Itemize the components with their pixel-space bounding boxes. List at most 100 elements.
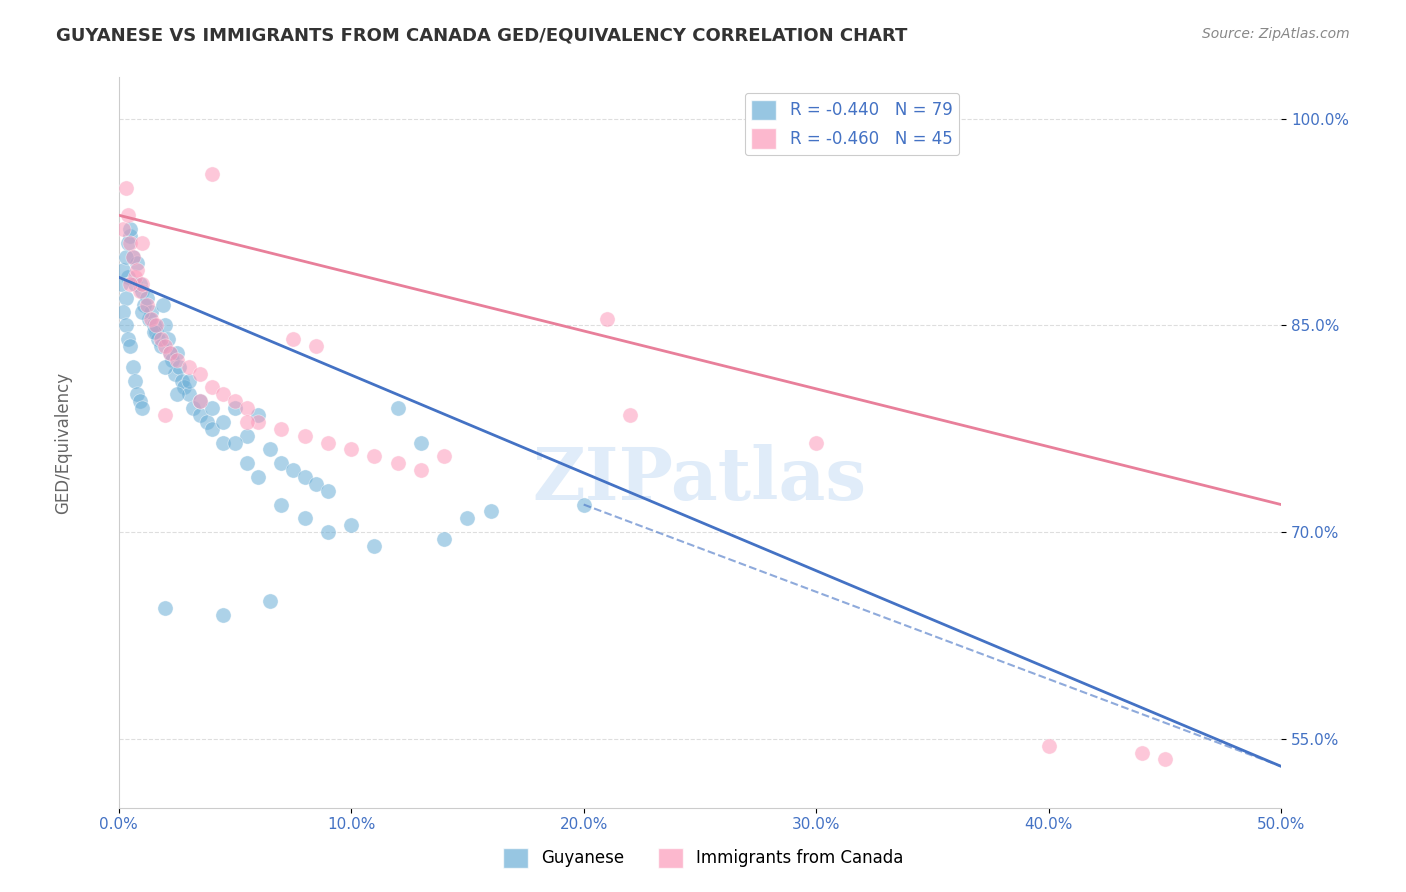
Point xyxy=(155,359,177,374)
Point xyxy=(188,394,211,409)
Point xyxy=(181,401,204,416)
Point xyxy=(112,304,135,318)
Point xyxy=(166,346,188,360)
Point xyxy=(170,374,193,388)
Point xyxy=(224,435,246,450)
Point xyxy=(281,463,304,477)
Point xyxy=(270,456,292,470)
Point xyxy=(114,180,136,194)
Point xyxy=(160,352,183,367)
Point xyxy=(145,318,167,333)
Point xyxy=(1153,752,1175,766)
Point xyxy=(270,422,292,436)
Point xyxy=(124,270,146,285)
Point xyxy=(305,339,328,353)
Point xyxy=(117,235,139,250)
Point xyxy=(148,332,170,346)
Point xyxy=(121,250,143,264)
Point xyxy=(340,442,363,457)
Point xyxy=(456,511,478,525)
Point xyxy=(294,428,316,442)
Point xyxy=(117,332,139,346)
Point xyxy=(212,435,235,450)
Point xyxy=(128,284,150,298)
Point xyxy=(128,394,150,409)
Point xyxy=(305,476,328,491)
Y-axis label: GED/Equivalency: GED/Equivalency xyxy=(55,371,72,514)
Point xyxy=(224,401,246,416)
Point xyxy=(155,339,177,353)
Point xyxy=(340,518,363,533)
Point xyxy=(201,167,224,181)
Point xyxy=(201,422,224,436)
Point xyxy=(131,304,153,318)
Point xyxy=(142,326,165,340)
Legend: Guyanese, Immigrants from Canada: Guyanese, Immigrants from Canada xyxy=(496,841,910,875)
Point xyxy=(145,326,167,340)
Point xyxy=(131,235,153,250)
Point xyxy=(294,470,316,484)
Point xyxy=(134,298,156,312)
Point xyxy=(155,600,177,615)
Point xyxy=(596,311,619,326)
Point xyxy=(247,470,270,484)
Point xyxy=(212,607,235,622)
Point xyxy=(259,594,281,608)
Point xyxy=(804,435,827,450)
Point xyxy=(572,498,595,512)
Point xyxy=(188,367,211,381)
Point xyxy=(201,401,224,416)
Text: ZIPatlas: ZIPatlas xyxy=(533,443,868,515)
Point xyxy=(188,408,211,422)
Point xyxy=(166,352,188,367)
Point xyxy=(177,387,200,401)
Point xyxy=(117,208,139,222)
Point xyxy=(177,374,200,388)
Point xyxy=(159,346,181,360)
Point xyxy=(124,277,146,292)
Point xyxy=(409,435,432,450)
Point xyxy=(159,346,181,360)
Point xyxy=(294,511,316,525)
Point xyxy=(121,359,143,374)
Point xyxy=(120,339,142,353)
Point xyxy=(188,394,211,409)
Point xyxy=(235,401,257,416)
Point xyxy=(127,387,149,401)
Point xyxy=(259,442,281,457)
Point xyxy=(433,532,456,546)
Point xyxy=(138,311,160,326)
Point xyxy=(177,359,200,374)
Point xyxy=(387,456,409,470)
Point xyxy=(141,304,163,318)
Point xyxy=(619,408,641,422)
Point xyxy=(131,401,153,416)
Point xyxy=(201,380,224,394)
Point xyxy=(121,250,143,264)
Point xyxy=(128,277,150,292)
Point xyxy=(131,284,153,298)
Point xyxy=(120,277,142,292)
Point xyxy=(112,263,135,277)
Point xyxy=(363,450,385,464)
Point xyxy=(141,311,163,326)
Point xyxy=(114,318,136,333)
Point xyxy=(155,408,177,422)
Point xyxy=(135,298,157,312)
Point xyxy=(247,408,270,422)
Point xyxy=(247,415,270,429)
Point xyxy=(281,332,304,346)
Legend: R = -0.440   N = 79, R = -0.460   N = 45: R = -0.440 N = 79, R = -0.460 N = 45 xyxy=(745,93,959,155)
Point xyxy=(120,235,142,250)
Point xyxy=(212,415,235,429)
Point xyxy=(117,270,139,285)
Point xyxy=(127,256,149,270)
Point xyxy=(127,263,149,277)
Point xyxy=(114,250,136,264)
Point xyxy=(149,332,172,346)
Point xyxy=(120,222,142,236)
Point xyxy=(152,298,174,312)
Point xyxy=(1038,739,1060,753)
Point xyxy=(479,504,502,518)
Text: GUYANESE VS IMMIGRANTS FROM CANADA GED/EQUIVALENCY CORRELATION CHART: GUYANESE VS IMMIGRANTS FROM CANADA GED/E… xyxy=(56,27,908,45)
